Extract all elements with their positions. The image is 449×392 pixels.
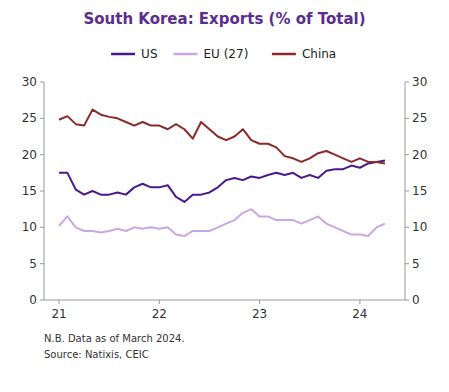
y-tick-label: 15 (22, 184, 37, 198)
y2-tick-label: 5 (412, 257, 420, 271)
y2-tick-label: 10 (412, 220, 427, 234)
x-tick (259, 300, 260, 304)
y-tick (40, 118, 44, 119)
y-tick-label: 30 (22, 75, 37, 89)
plot-area (59, 110, 385, 236)
y-tick (40, 263, 44, 264)
legend-label: EU (27) (204, 47, 249, 61)
x-tick-label: 21 (51, 307, 66, 321)
x-axis-line (44, 300, 405, 301)
y2-tick-label: 0 (412, 293, 420, 307)
footnote: Source: Natixis, CEIC (44, 349, 149, 360)
y-tick-label: 20 (22, 148, 37, 162)
y-tick (40, 191, 44, 192)
series-line (59, 160, 385, 201)
y2-tick-label: 25 (412, 111, 427, 125)
x-tick (159, 300, 160, 304)
series-line (59, 209, 385, 236)
y-tick-label: 25 (22, 111, 37, 125)
legend-swatch (174, 53, 198, 56)
footnote: N.B. Data as of March 2024. (44, 333, 185, 344)
y2-tick (405, 191, 409, 192)
y2-tick (405, 118, 409, 119)
title: South Korea: Exports (% of Total) (83, 10, 365, 28)
chart: South Korea: Exports (% of Total) US EU (2… (0, 0, 449, 392)
legend-swatch (272, 53, 296, 56)
y-tick (40, 154, 44, 155)
y-tick-label: 5 (29, 257, 37, 271)
y2-tick-label: 15 (412, 184, 427, 198)
y-tick-label: 10 (22, 220, 37, 234)
series-line (59, 110, 385, 164)
legend-swatch (111, 53, 135, 56)
y-tick (40, 300, 44, 301)
legend-label: US (141, 47, 157, 61)
legend-label: China (302, 47, 336, 61)
y-tick (40, 82, 44, 83)
y-tick-label: 0 (29, 293, 37, 307)
y2-tick-label: 20 (412, 148, 427, 162)
x-tick (59, 300, 60, 304)
x-tick (359, 300, 360, 304)
y-tick (40, 227, 44, 228)
y2-tick (405, 300, 409, 301)
y2-tick (405, 227, 409, 228)
y2-tick (405, 154, 409, 155)
y2-tick (405, 263, 409, 264)
y2-tick (405, 82, 409, 83)
x-tick-label: 23 (252, 307, 267, 321)
x-tick-label: 22 (152, 307, 167, 321)
x-tick-label: 24 (352, 307, 367, 321)
y2-tick-label: 30 (412, 75, 427, 89)
legend: US EU (27) China (111, 47, 336, 61)
